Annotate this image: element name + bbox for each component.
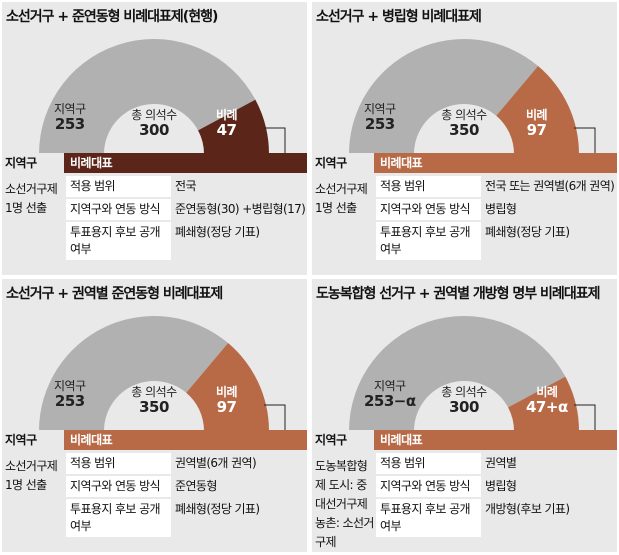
row-key: 지역구와 연동 방식	[376, 476, 481, 497]
chart-title: 소선거구 + 준연동형 비례대표제(현행)	[6, 9, 218, 25]
pr-label: 비례 47+α	[526, 385, 568, 416]
row-value: 전국 또는 권역별(6개 권역)	[485, 179, 615, 193]
total-label: 총 의석수 350	[441, 108, 487, 139]
callout-line	[574, 127, 596, 153]
pr-table: 적용 범위 권역별 지역구와 연동 방식 병립형 투표용지 후보 공개 여부 개방형(…	[376, 453, 616, 539]
table-row: 적용 범위 전국 또는 권역별(6개 권역)	[376, 176, 616, 197]
pr-table: 적용 범위 권역별(6개 권역) 지역구와 연동 방식 준연동형 투표용지 후보 공…	[66, 453, 306, 539]
gauge-chart	[39, 316, 286, 431]
row-value: 폐쇄형(정당 기표)	[175, 225, 260, 239]
chart-title: 도농복합형 선거구 + 권역별 개방형 명부 비례대표제	[316, 286, 600, 302]
row-key: 투표용지 후보 공개 여부	[66, 499, 171, 537]
district-label: 지역구 253	[54, 102, 86, 133]
callout-line	[264, 127, 286, 153]
table-row: 적용 범위 전국	[66, 176, 306, 197]
table-row: 적용 범위 권역별(6개 권역)	[66, 453, 306, 474]
row-value: 병립형	[485, 479, 517, 493]
callout-line	[264, 404, 286, 430]
district-description: 소선거구제 1명 선출	[5, 182, 58, 215]
district-description: 소선거구제 1명 선출	[315, 182, 368, 215]
row-key: 투표용지 후보 공개 여부	[66, 222, 171, 260]
district-label: 지역구 253	[54, 379, 86, 410]
row-value: 권역별(6개 권역)	[175, 456, 257, 470]
row-key: 투표용지 후보 공개 여부	[376, 222, 481, 260]
chart-title: 소선거구 + 권역별 준연동형 비례대표제	[6, 286, 223, 302]
district-header: 지역구	[2, 430, 67, 450]
pr-header: 비례대표	[64, 430, 307, 450]
district-header: 지역구	[2, 153, 67, 173]
total-label: 총 의석수 300	[131, 108, 177, 139]
gauge-chart	[39, 38, 286, 154]
gauge-chart	[349, 39, 596, 154]
arc-pr	[508, 376, 579, 431]
district-label: 지역구 253	[364, 102, 396, 133]
table-row: 지역구와 연동 방식 준연동형(30) +병립형(17)	[66, 199, 306, 220]
chart-title: 소선거구 + 병립형 비례대표제	[316, 9, 482, 25]
arc-district	[39, 316, 229, 431]
row-key: 적용 범위	[376, 176, 481, 197]
pr-label: 비례 97	[526, 108, 548, 139]
row-key: 적용 범위	[66, 453, 171, 474]
row-key: 투표용지 후보 공개 여부	[376, 499, 481, 537]
pr-header: 비례대표	[374, 153, 617, 173]
row-value: 병립형	[485, 202, 517, 216]
arc-pr	[496, 66, 579, 154]
arc-pr	[198, 99, 269, 154]
arc-district	[349, 316, 566, 431]
pr-table: 적용 범위 전국 또는 권역별(6개 권역) 지역구와 연동 방식 병립형 투표용지…	[376, 176, 616, 262]
table-row: 지역구와 연동 방식 병립형	[376, 476, 616, 497]
row-key: 지역구와 연동 방식	[66, 199, 171, 220]
gauge-chart	[349, 316, 596, 431]
district-description: 도농복합형제 도시: 중대선거구제 농촌: 소선거구제	[315, 459, 374, 549]
table-row: 투표용지 후보 공개 여부 폐쇄형(정당 기표)	[376, 222, 616, 260]
district-header: 지역구	[312, 430, 377, 450]
district-label: 지역구 253−α	[364, 379, 416, 410]
row-key: 적용 범위	[66, 176, 171, 197]
arc-pr	[186, 343, 269, 431]
row-key: 지역구와 연동 방식	[66, 476, 171, 497]
row-value: 준연동형(30) +병립형(17)	[175, 202, 306, 216]
pr-label: 비례 47	[216, 108, 238, 139]
arc-district	[39, 38, 256, 154]
table-row: 투표용지 후보 공개 여부 개방형(후보 기표)	[376, 499, 616, 537]
row-value: 폐쇄형(정당 기표)	[485, 225, 570, 239]
pr-table: 적용 범위 전국 지역구와 연동 방식 준연동형(30) +병립형(17) 투표용지…	[66, 176, 306, 262]
row-value: 준연동형	[175, 479, 217, 493]
total-label: 총 의석수 350	[131, 385, 177, 416]
pr-label: 비례 97	[216, 385, 238, 416]
callout-line	[574, 404, 596, 430]
row-value: 권역별	[485, 456, 517, 470]
chart-panel-4: 도농복합형 선거구 + 권역별 개방형 명부 비례대표제 지역구 253−α 총 …	[312, 279, 617, 552]
table-row: 지역구와 연동 방식 병립형	[376, 199, 616, 220]
chart-panel-1: 소선거구 + 준연동형 비례대표제(현행) 지역구 253 총 의석수 300 비례…	[2, 2, 307, 275]
row-value: 전국	[175, 179, 196, 193]
row-key: 적용 범위	[376, 453, 481, 474]
table-row: 적용 범위 권역별	[376, 453, 616, 474]
pr-header: 비례대표	[374, 430, 617, 450]
district-description: 소선거구제 1명 선출	[5, 459, 58, 492]
chart-panel-3: 소선거구 + 권역별 준연동형 비례대표제 지역구 253 총 의석수 350 비례…	[2, 279, 307, 552]
table-row: 투표용지 후보 공개 여부 폐쇄형(정당 기표)	[66, 222, 306, 260]
row-key: 지역구와 연동 방식	[376, 199, 481, 220]
row-value: 개방형(후보 기표)	[485, 502, 570, 516]
total-label: 총 의석수 300	[441, 385, 487, 416]
district-header: 지역구	[312, 153, 377, 173]
table-row: 지역구와 연동 방식 준연동형	[66, 476, 306, 497]
pr-header: 비례대표	[64, 153, 307, 173]
chart-panel-2: 소선거구 + 병립형 비례대표제 지역구 253 총 의석수 350 비례 97 지역…	[312, 2, 617, 275]
arc-district	[349, 39, 539, 154]
table-row: 투표용지 후보 공개 여부 폐쇄형(정당 기표)	[66, 499, 306, 537]
row-value: 폐쇄형(정당 기표)	[175, 502, 260, 516]
